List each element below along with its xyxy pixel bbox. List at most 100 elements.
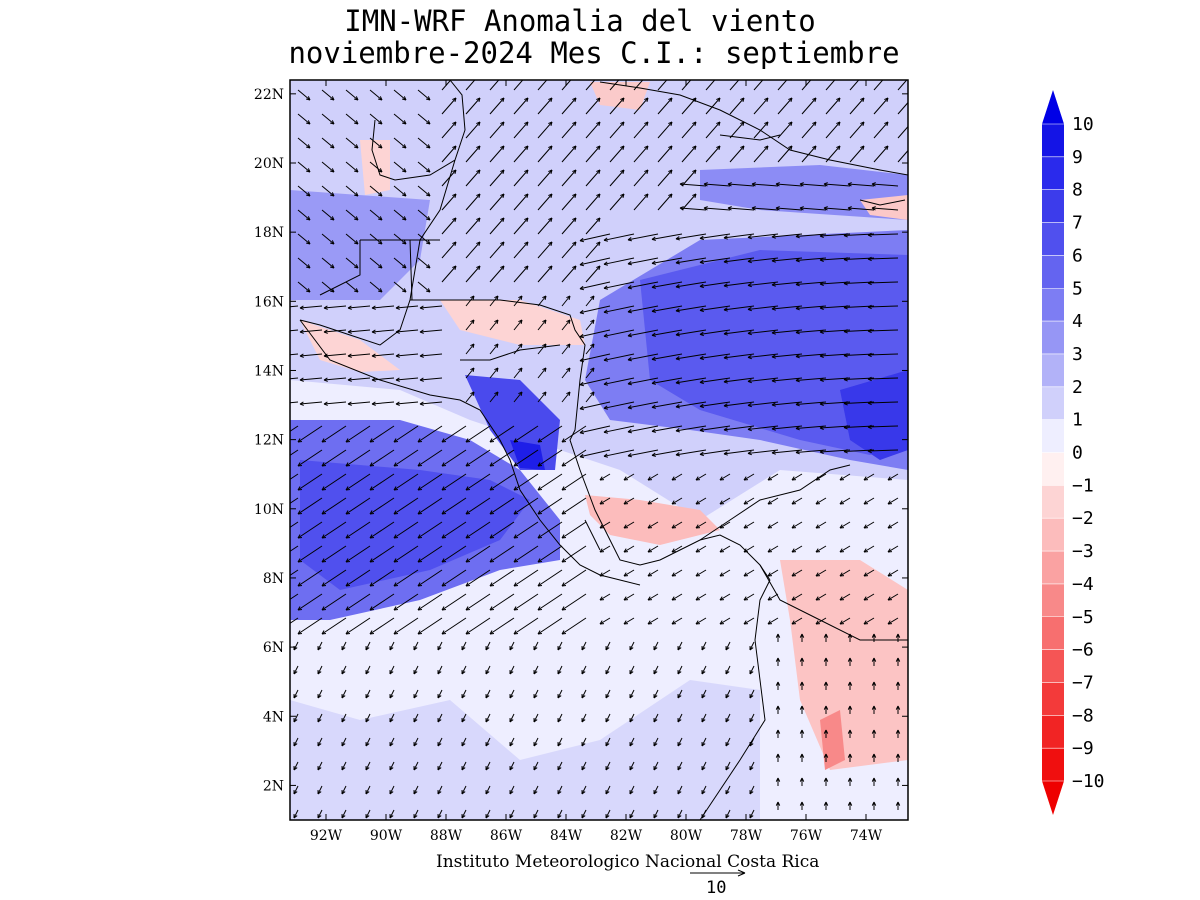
- wind-vector-head: [675, 404, 680, 409]
- wind-vector: [623, 545, 635, 553]
- wind-vector: [561, 617, 587, 635]
- wind-vector-head: [743, 620, 749, 625]
- wind-vector-head: [494, 391, 499, 397]
- wind-vector-head: [751, 206, 756, 211]
- wind-vector-head: [671, 572, 677, 577]
- wind-vector-head: [425, 264, 431, 269]
- lat-tick-label: 22N: [254, 87, 284, 103]
- wind-vector-head: [494, 367, 499, 373]
- wind-vector-head: [677, 765, 682, 771]
- wind-vector: [557, 737, 563, 747]
- wind-vector-head: [389, 789, 394, 795]
- wind-vector-head: [747, 402, 752, 408]
- wind-vector: [873, 97, 889, 115]
- wind-vector-head: [317, 765, 322, 771]
- wind-vector: [815, 545, 827, 553]
- wind-vector: [653, 689, 659, 699]
- wind-vector-head: [795, 234, 800, 239]
- wind-vector: [801, 121, 817, 139]
- wind-vector-head: [345, 438, 351, 443]
- wind-vector: [413, 665, 419, 675]
- wind-vector-head: [725, 693, 730, 699]
- wind-vector-head: [347, 401, 352, 406]
- wind-vector: [863, 569, 875, 577]
- wind-vector: [297, 425, 323, 443]
- wind-vector: [417, 257, 431, 269]
- wind-vector-head: [297, 558, 303, 563]
- wind-vector: [537, 497, 563, 515]
- wind-vector-head: [494, 343, 499, 349]
- wind-vector: [747, 305, 779, 310]
- wind-vector-head: [679, 182, 684, 187]
- wind-vector-head: [719, 500, 725, 505]
- wind-vector: [537, 367, 547, 379]
- wind-vector-head: [771, 402, 776, 407]
- wind-vector-head: [819, 305, 824, 310]
- wind-vector-head: [815, 596, 821, 601]
- wind-vector-head: [345, 630, 351, 635]
- wind-vector: [509, 713, 515, 723]
- wind-vector: [579, 281, 611, 290]
- wind-vector-head: [369, 582, 375, 587]
- wind-vector-head: [847, 657, 853, 662]
- wind-vector: [675, 281, 707, 288]
- wind-vector: [777, 97, 793, 115]
- wind-vector: [393, 161, 407, 173]
- wind-vector: [627, 281, 659, 289]
- wind-vector-head: [843, 257, 848, 262]
- wind-vector-head: [377, 168, 383, 173]
- wind-vector-head: [823, 206, 828, 211]
- wind-vector: [441, 425, 467, 443]
- wind-vector-head: [599, 572, 605, 577]
- wind-vector: [485, 713, 491, 723]
- wind-vector-head: [860, 97, 865, 102]
- wind-vector-head: [839, 548, 845, 553]
- wind-vector-head: [668, 121, 673, 126]
- wind-vector-head: [847, 801, 853, 806]
- wind-vector-head: [871, 206, 876, 211]
- wind-vector: [651, 425, 683, 432]
- wind-vector-head: [485, 693, 490, 699]
- wind-vector: [321, 521, 347, 539]
- wind-vector: [695, 593, 707, 601]
- wind-vector: [441, 521, 467, 539]
- wind-vector-head: [843, 233, 848, 238]
- colorbar-label: −7: [1072, 672, 1094, 693]
- wind-vector-head: [476, 145, 481, 150]
- wind-vector-head: [345, 558, 351, 563]
- wind-vector-head: [651, 260, 656, 265]
- wind-vector-head: [579, 381, 585, 387]
- wind-vector: [369, 257, 383, 269]
- wind-vector: [791, 497, 803, 505]
- wind-vector: [345, 161, 359, 173]
- wind-vector-head: [353, 288, 359, 293]
- wind-vector-head: [668, 145, 673, 150]
- wind-vector-head: [651, 356, 656, 361]
- wind-vector: [629, 761, 635, 771]
- wind-vector-head: [345, 582, 351, 587]
- wind-vector-head: [542, 367, 547, 373]
- wind-vector-head: [823, 801, 829, 806]
- wind-vector-head: [867, 400, 872, 406]
- colorbar-swatch: [1042, 485, 1064, 519]
- wind-vector: [677, 713, 683, 723]
- wind-vector: [815, 473, 827, 481]
- wind-vector: [437, 641, 443, 651]
- wind-vector: [489, 319, 499, 331]
- wind-vector: [537, 145, 553, 163]
- wind-vector-head: [836, 145, 841, 150]
- wind-vector-head: [675, 452, 680, 457]
- wind-vector-head: [461, 741, 466, 747]
- wind-vector: [747, 281, 779, 286]
- wind-vector: [465, 241, 481, 259]
- colorbar-swatch: [1042, 518, 1064, 552]
- wind-vector: [537, 617, 563, 635]
- wind-vector-head: [895, 681, 901, 686]
- wind-vector-head: [629, 741, 634, 747]
- wind-vector: [393, 209, 407, 221]
- colorbar-swatch: [1042, 386, 1064, 420]
- wind-vector: [537, 121, 553, 139]
- wind-vector-head: [703, 206, 708, 211]
- wind-vector: [365, 713, 371, 723]
- wind-vector-head: [485, 789, 490, 795]
